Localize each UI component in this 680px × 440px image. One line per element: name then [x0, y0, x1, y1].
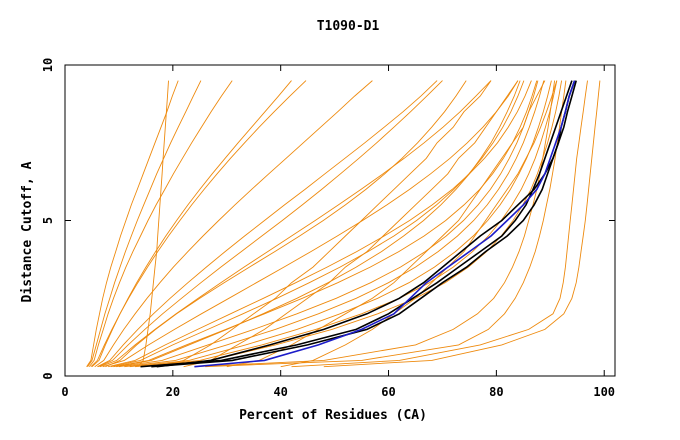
series-line-orange-1 [88, 80, 233, 367]
series-line-orange-10 [87, 80, 202, 367]
y-tick-label: 10 [41, 58, 55, 72]
series-line-orange-2 [91, 80, 292, 368]
series-line-orange-23 [194, 80, 556, 368]
series-line-orange-25 [291, 80, 588, 368]
series-line-orange-12 [98, 80, 443, 368]
series-line-orange-26 [323, 80, 601, 368]
y-tick-label: 5 [41, 217, 55, 224]
x-tick-label: 40 [273, 385, 287, 399]
series-layer [86, 80, 601, 368]
x-axis-label: Percent of Residues (CA) [239, 408, 427, 423]
series-line-black-29 [140, 80, 573, 368]
y-tick-label: 0 [41, 372, 55, 379]
series-line-orange-3 [94, 80, 373, 368]
y-axis-label: Distance Cutoff, A [20, 161, 35, 302]
series-line-orange-7 [107, 80, 532, 368]
x-tick-label: 100 [593, 385, 615, 399]
plot-frame [64, 64, 616, 377]
x-tick-label: 60 [381, 385, 395, 399]
series-line-orange-28 [116, 80, 521, 368]
series-line-black-30 [151, 80, 577, 368]
series-line-orange-4 [97, 80, 438, 368]
x-tick-label: 80 [489, 385, 503, 399]
series-line-orange-9 [118, 80, 539, 368]
series-line-orange-24 [205, 80, 567, 368]
x-tick-label: 20 [166, 385, 180, 399]
series-line-orange-18 [137, 80, 169, 367]
series-line-orange-17 [140, 80, 563, 368]
series-line-orange-13 [110, 80, 525, 368]
x-tick-label: 0 [61, 385, 68, 399]
chart-title: T1090-D1 [317, 19, 380, 34]
series-line-orange-14 [124, 80, 545, 368]
series-line-orange-27 [105, 80, 467, 368]
series-line-orange-6 [102, 80, 519, 368]
series-line-orange-22 [280, 80, 558, 368]
series-line-orange-21 [226, 80, 546, 368]
series-line-orange-11 [90, 80, 307, 368]
series-line-blue-32 [194, 80, 576, 368]
series-line-orange-20 [183, 80, 519, 368]
series-line-orange-19 [156, 80, 492, 368]
ticks-layer: 0 20 40 60 80 100 0 5 10 [41, 58, 615, 399]
series-line-orange-0 [86, 80, 179, 367]
